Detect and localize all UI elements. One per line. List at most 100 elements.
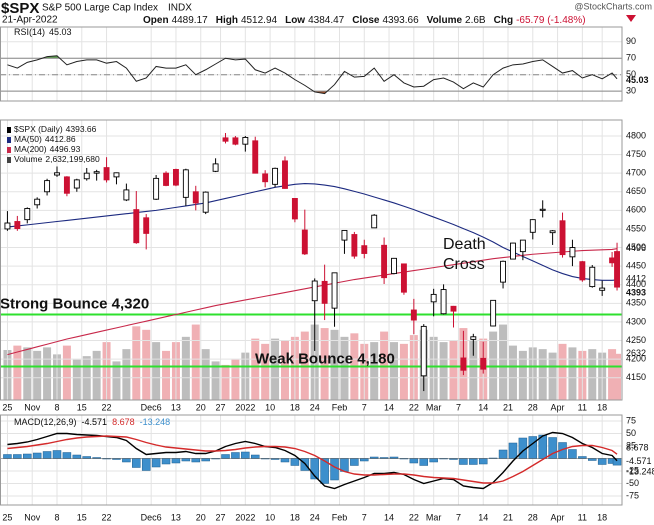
volume-bar bbox=[72, 359, 81, 400]
x-tick-label: 8 bbox=[54, 512, 59, 522]
candle-body bbox=[212, 163, 219, 172]
candle-body bbox=[14, 221, 21, 230]
histogram-bar bbox=[419, 458, 429, 466]
x-tick-label: 28 bbox=[528, 402, 538, 412]
y-tick-label: 4450 bbox=[626, 261, 646, 271]
candle-body bbox=[539, 208, 546, 211]
x-tick-label: 24 bbox=[310, 402, 320, 412]
x-tick-label: 22 bbox=[102, 512, 112, 522]
x-tick-label: 10 bbox=[265, 402, 275, 412]
legend-value: 4393.66 bbox=[66, 124, 97, 134]
candle-body bbox=[34, 198, 41, 206]
moving-average bbox=[7, 183, 618, 281]
x-tick-label: 7 bbox=[362, 402, 367, 412]
volume-bar bbox=[231, 359, 240, 400]
histogram-bar bbox=[151, 458, 161, 468]
legend-name: $SPX (Daily) bbox=[14, 124, 63, 134]
volume-bar bbox=[508, 345, 517, 400]
x-tick-label: 22 bbox=[102, 402, 112, 412]
annotation-text: Weak Bounce 4,180 bbox=[255, 351, 395, 368]
candle-body bbox=[381, 244, 388, 279]
candle-body bbox=[232, 137, 239, 145]
y-tick-label: 4500 bbox=[626, 242, 646, 252]
y-tick-label: 4600 bbox=[626, 205, 646, 215]
value-label: 4412 bbox=[626, 273, 646, 283]
histogram-bar bbox=[141, 458, 151, 471]
instrument-name: S&P 500 Large Cap Index bbox=[42, 3, 158, 14]
panel-frame bbox=[0, 26, 623, 102]
candle-body bbox=[222, 137, 229, 142]
x-tick-label: 21 bbox=[503, 512, 513, 522]
legend-value: 4496.93 bbox=[50, 144, 81, 154]
x-tick-label: 20 bbox=[196, 402, 206, 412]
y-tick-label: 4650 bbox=[626, 186, 646, 196]
volume-bar bbox=[370, 342, 379, 400]
quote-label: Volume bbox=[427, 15, 463, 26]
volume-bar bbox=[261, 343, 270, 400]
volume-bar bbox=[62, 345, 71, 400]
candle-body bbox=[430, 293, 437, 303]
callout-text: Death bbox=[443, 236, 486, 253]
x-tick-label: 15 bbox=[77, 402, 87, 412]
volume-bar bbox=[499, 324, 508, 400]
candle-body bbox=[262, 173, 269, 183]
candle-body bbox=[391, 257, 397, 275]
y-tick-label: -25 bbox=[626, 465, 639, 475]
symbol: $SPX bbox=[1, 0, 39, 17]
candle-body bbox=[113, 172, 120, 178]
annotation-text: Strong Bounce 4,320 bbox=[0, 295, 149, 312]
candle-body bbox=[192, 191, 199, 204]
x-tick-label: 18 bbox=[290, 512, 300, 522]
histogram-bar bbox=[62, 452, 72, 459]
candle-body bbox=[599, 287, 606, 291]
legend-value: -13.248 bbox=[140, 417, 171, 427]
x-tick-label: Apr bbox=[551, 512, 565, 522]
x-tick-label: 7 bbox=[456, 402, 461, 412]
volume-bar bbox=[390, 342, 399, 400]
legend-value: 8.678 bbox=[112, 417, 135, 427]
x-tick-label: 15 bbox=[77, 512, 87, 522]
candle-body bbox=[321, 280, 328, 304]
volume-bar bbox=[280, 340, 289, 400]
histogram-bar bbox=[221, 454, 230, 459]
quote-value: -65.79 (-1.48%) bbox=[516, 15, 585, 26]
volume-bar bbox=[320, 328, 329, 400]
candle-body bbox=[341, 229, 348, 241]
y-tick-label: 75 bbox=[626, 415, 636, 425]
histogram-bar bbox=[231, 452, 240, 459]
watermark: @StockCharts.com bbox=[574, 1, 652, 11]
candle-body bbox=[579, 261, 586, 281]
candle-body bbox=[410, 309, 417, 321]
value-label: 4496 bbox=[626, 243, 646, 253]
x-tick-label: 21 bbox=[503, 402, 513, 412]
volume-bar bbox=[538, 349, 547, 400]
volume-bar bbox=[340, 336, 349, 400]
exchange: INDX bbox=[168, 3, 192, 14]
y-tick-label: 70 bbox=[626, 53, 636, 63]
volume-bar bbox=[201, 349, 210, 400]
x-tick-label: 2022 bbox=[235, 402, 255, 412]
legend-value: -4.571 bbox=[82, 417, 108, 427]
histogram-bar bbox=[191, 458, 201, 463]
volume-bar bbox=[122, 349, 131, 400]
candle-body bbox=[24, 208, 31, 221]
legend-title: RSI(14) bbox=[14, 27, 45, 37]
volume-bar bbox=[13, 345, 22, 400]
macd-line bbox=[7, 435, 618, 484]
histogram-bar bbox=[52, 450, 62, 459]
x-tick-label: Mar bbox=[426, 512, 442, 522]
quote-label: High bbox=[216, 15, 238, 26]
candle-body bbox=[559, 220, 566, 256]
y-tick-label: 4800 bbox=[626, 130, 646, 140]
legend-value: 2,632,199,680 bbox=[45, 154, 100, 164]
y-tick-label: 4350 bbox=[626, 298, 646, 308]
histogram-bar bbox=[568, 449, 577, 459]
x-tick-label: 14 bbox=[478, 402, 488, 412]
candle-body bbox=[172, 169, 179, 186]
x-tick-label: 18 bbox=[290, 402, 300, 412]
x-tick-label: 18 bbox=[597, 402, 607, 412]
legend-swatch bbox=[7, 147, 11, 153]
histogram-bar bbox=[132, 458, 141, 468]
volume-bar bbox=[43, 347, 52, 400]
